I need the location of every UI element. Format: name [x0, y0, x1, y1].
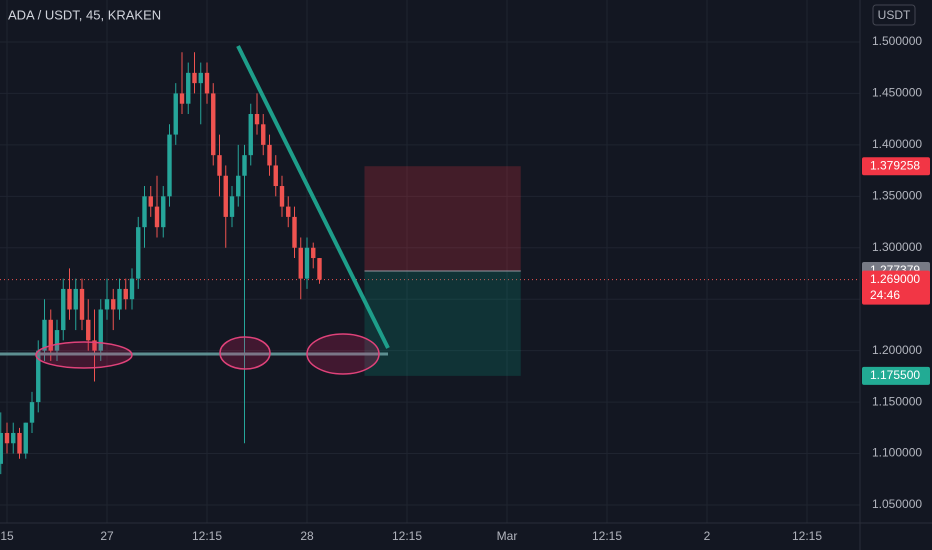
y-tick-label: 1.100000 — [872, 446, 922, 460]
y-tick-label: 1.500000 — [872, 34, 922, 48]
candle-body — [161, 196, 166, 228]
candle-body — [154, 206, 160, 228]
candle-body — [98, 309, 103, 351]
x-tick-label: 12:15 — [792, 529, 822, 543]
candle-body — [0, 432, 3, 464]
candle-body — [273, 165, 278, 187]
x-tick-label: 27 — [100, 529, 114, 543]
x-tick-label: 28 — [300, 529, 314, 543]
candle-body — [42, 319, 47, 351]
candle-body — [192, 72, 197, 84]
currency-button[interactable] — [872, 4, 916, 26]
candle-body — [261, 124, 266, 145]
chart-title: ADA / USDT, 45, KRAKEN — [8, 7, 161, 22]
candle-body — [123, 288, 128, 300]
candle-body — [167, 134, 172, 197]
candle-body — [298, 247, 303, 279]
candle-body — [186, 72, 191, 104]
highlight-ellipse — [35, 341, 133, 369]
candle-body — [223, 175, 228, 217]
candle-body — [173, 93, 178, 135]
y-tick-label: 1.350000 — [872, 188, 922, 202]
price-tag-label: 1.175500 — [870, 368, 920, 382]
price-tag-label: 1.269000 — [870, 272, 920, 286]
candle-body — [229, 196, 235, 217]
candle-body — [29, 402, 35, 423]
candle-body — [267, 144, 272, 166]
price-labels: 1.0500001.1000001.1500001.2000001.250000… — [0, 34, 930, 543]
candle-body — [73, 288, 78, 310]
candle-body — [48, 319, 53, 351]
x-tick-label: 12:15 — [592, 529, 622, 543]
y-tick-label: 1.450000 — [872, 86, 922, 100]
candle-body — [148, 196, 153, 207]
candle-body — [311, 247, 316, 259]
x-tick-label: 2 — [704, 529, 711, 543]
candles — [0, 52, 322, 475]
candle-body — [211, 93, 216, 156]
candle-body — [286, 206, 291, 217]
candle-body — [317, 258, 322, 280]
position-tool — [364, 166, 521, 376]
y-tick-label: 1.200000 — [872, 343, 922, 357]
x-tick-label: 12:15 — [392, 529, 422, 543]
candle-body — [17, 432, 22, 454]
candle-body — [217, 155, 222, 176]
candle-body — [198, 72, 203, 84]
candle-body — [61, 288, 66, 331]
candle-body — [292, 216, 297, 248]
candle-body — [304, 247, 310, 279]
currency-label[interactable]: USDT — [878, 8, 911, 22]
candle-body — [136, 227, 141, 279]
candle-body — [279, 186, 285, 207]
y-tick-label: 1.400000 — [872, 137, 922, 151]
price-tag-label: 1.379258 — [870, 158, 920, 172]
candle-body — [111, 299, 116, 310]
candle-body — [104, 299, 110, 310]
candle-body — [242, 155, 247, 176]
candle-body — [4, 432, 10, 444]
price-tag — [862, 366, 930, 385]
candle-body — [236, 175, 241, 197]
candle-body — [129, 278, 135, 300]
candle-body — [11, 432, 16, 444]
y-tick-label: 1.050000 — [872, 497, 922, 511]
price-tag — [862, 270, 930, 305]
candle-body — [54, 330, 60, 351]
highlight-ellipse — [306, 333, 380, 375]
target-zone — [364, 271, 521, 376]
candle-body — [86, 319, 91, 341]
candle-body — [23, 422, 28, 454]
y-tick-label: 1.300000 — [872, 240, 922, 254]
candle-body — [117, 288, 122, 310]
price-tag — [862, 157, 930, 176]
x-tick-label: 12:15 — [192, 529, 222, 543]
trend-line — [236, 45, 390, 349]
y-tick-label: 1.150000 — [872, 394, 922, 408]
highlight-ellipse — [219, 336, 271, 370]
candle-body — [204, 72, 210, 94]
x-tick-label: Mar — [497, 529, 518, 543]
candle-body — [248, 114, 253, 156]
candle-body — [254, 114, 260, 125]
candle-body — [142, 196, 147, 228]
x-tick-label: 15 — [0, 529, 14, 543]
candle-body — [92, 340, 97, 351]
candle-body — [179, 93, 185, 104]
countdown-label: 24:46 — [870, 288, 900, 302]
stop-zone — [364, 166, 521, 272]
candle-body — [67, 288, 72, 310]
candle-body — [79, 288, 85, 320]
candle-body — [36, 350, 41, 403]
